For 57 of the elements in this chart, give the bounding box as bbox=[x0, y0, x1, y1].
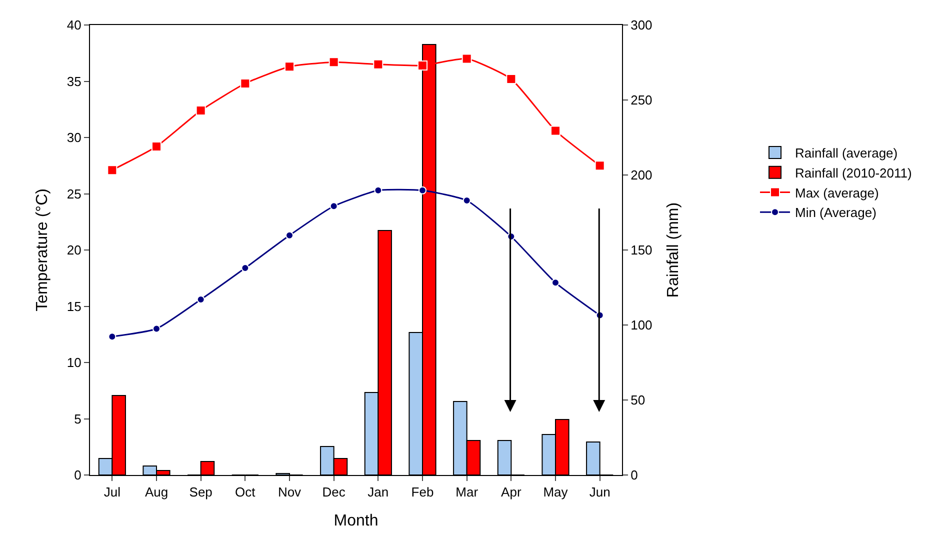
legend-label: Min (Average) bbox=[795, 205, 876, 220]
point bbox=[418, 186, 426, 194]
point bbox=[374, 186, 382, 194]
point bbox=[107, 165, 118, 176]
point bbox=[286, 231, 294, 240]
y2-tick-label: 200 bbox=[630, 168, 652, 183]
x-tick-label: Jun bbox=[589, 484, 610, 500]
y-tick-label: 10 bbox=[66, 355, 82, 370]
x-tick-label: Jul bbox=[104, 484, 121, 500]
point bbox=[373, 59, 384, 70]
legend-label: Rainfall (2010-2011) bbox=[795, 165, 912, 180]
y2-tick-label: 0 bbox=[630, 468, 638, 483]
point bbox=[550, 126, 560, 136]
y2-tick-label: 150 bbox=[630, 242, 652, 258]
x-tick-label: Mar bbox=[456, 484, 479, 500]
y-tick-label: 5 bbox=[74, 411, 82, 426]
point bbox=[506, 74, 516, 84]
point bbox=[594, 160, 605, 171]
point bbox=[152, 142, 162, 152]
y2-axis-title: Rainfall (mm) bbox=[665, 202, 682, 298]
point bbox=[330, 202, 338, 210]
y2-tick-label: 50 bbox=[630, 392, 646, 408]
y-tick-label: 30 bbox=[66, 130, 82, 146]
point bbox=[328, 57, 339, 68]
point bbox=[462, 196, 471, 204]
x-tick-label: Dec bbox=[322, 484, 346, 500]
point bbox=[240, 78, 250, 88]
x-tick-label: Apr bbox=[501, 484, 522, 500]
point bbox=[552, 278, 560, 287]
y-tick-label: 15 bbox=[66, 298, 82, 314]
x-tick-label: Sep bbox=[189, 484, 212, 500]
y2-tick-label: 300 bbox=[630, 18, 652, 33]
y-tick-label: 35 bbox=[66, 74, 82, 89]
point bbox=[462, 54, 472, 64]
point bbox=[196, 106, 206, 116]
x-tick-label: Oct bbox=[235, 484, 256, 500]
point bbox=[418, 60, 428, 70]
x-axis-title: Month bbox=[334, 512, 378, 530]
y2-tick-label: 250 bbox=[630, 92, 652, 108]
x-tick-label: Nov bbox=[278, 484, 302, 500]
legend-label: Max (average) bbox=[795, 185, 879, 200]
y-tick-label: 40 bbox=[66, 18, 82, 33]
x-tick-label: Jan bbox=[368, 484, 389, 500]
point bbox=[152, 324, 160, 333]
y-tick-label: 20 bbox=[66, 242, 82, 258]
point bbox=[241, 264, 250, 272]
x-tick-label: Feb bbox=[411, 484, 434, 500]
legend-label: Rainfall (average) bbox=[795, 146, 898, 161]
x-tick-label: Aug bbox=[144, 484, 168, 500]
y-axis-title: Temperature (°C) bbox=[34, 188, 51, 312]
y-tick-label: 0 bbox=[74, 468, 82, 483]
y2-tick-label: 100 bbox=[630, 318, 652, 333]
point bbox=[108, 332, 116, 341]
x-tick-label: May bbox=[543, 484, 568, 500]
point bbox=[284, 62, 294, 72]
point bbox=[196, 296, 205, 304]
y-tick-label: 25 bbox=[66, 186, 82, 202]
